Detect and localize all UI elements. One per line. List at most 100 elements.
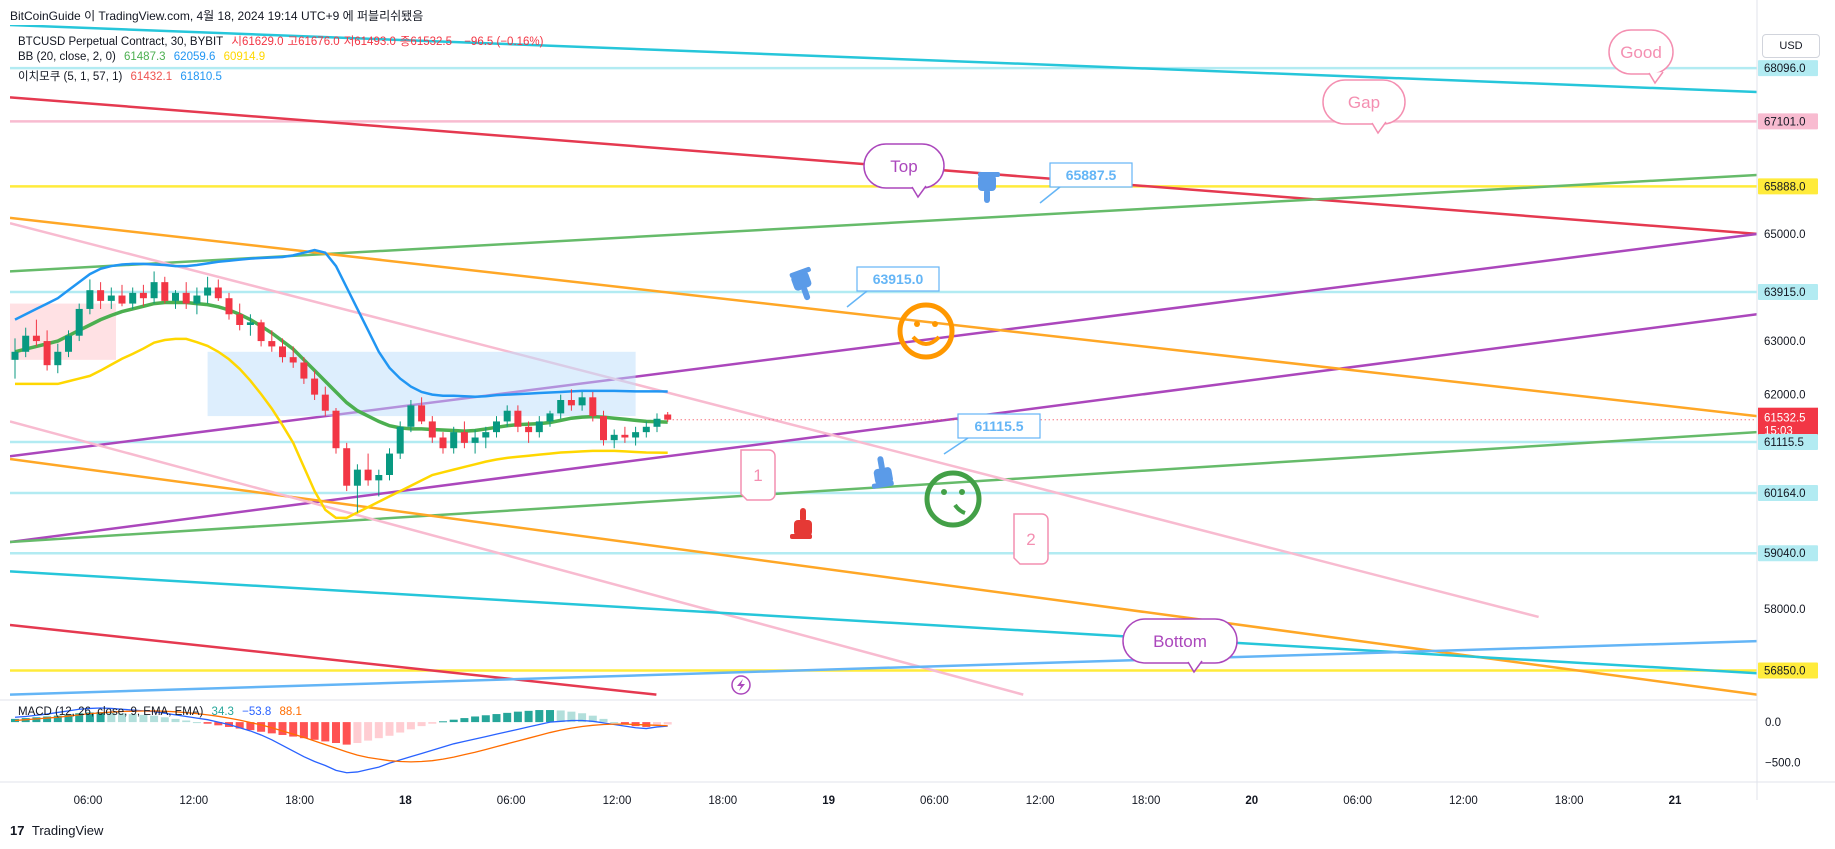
macd-histogram-bar bbox=[32, 717, 41, 723]
hand-palm bbox=[794, 520, 812, 536]
candle-body bbox=[129, 292, 137, 304]
macd-histogram-bar bbox=[214, 722, 223, 726]
tag-shape bbox=[740, 449, 776, 501]
macd-histogram-bar bbox=[353, 722, 362, 744]
candle-body bbox=[557, 400, 565, 414]
smiley-icon bbox=[924, 470, 982, 528]
candle-body bbox=[172, 292, 179, 301]
candle-body bbox=[161, 282, 169, 301]
hand-finger bbox=[984, 189, 990, 203]
candle-body bbox=[546, 413, 554, 422]
level-price-label-bg bbox=[1758, 662, 1818, 679]
price-note: 61115.5 bbox=[943, 413, 1041, 455]
bb-legend[interactable]: BB (20, close, 2, 0) 61487.3 62059.6 609… bbox=[18, 51, 270, 63]
hand-palm bbox=[978, 175, 996, 191]
bubble-shape bbox=[1322, 79, 1406, 125]
ichimoku-legend[interactable]: 이치모쿠 (5, 1, 57, 1) 61432.1 61810.5 bbox=[18, 68, 227, 84]
candle-body bbox=[482, 432, 490, 438]
candle-body bbox=[407, 405, 415, 427]
macd-histogram-bar bbox=[182, 720, 191, 723]
candle-body bbox=[257, 322, 265, 342]
time-axis-tick: 21 bbox=[1669, 795, 1682, 807]
macd-legend[interactable]: MACD (12, 26, close, 9, EMA, EMA) 34.3 −… bbox=[18, 706, 307, 718]
hand-finger bbox=[801, 286, 811, 301]
macd-histogram-bar bbox=[139, 714, 148, 723]
macd-histogram-bar bbox=[75, 713, 84, 723]
level-price-label: 63915.0 bbox=[1764, 287, 1806, 299]
ohlc-high: 고61676.0 bbox=[287, 36, 340, 48]
macd-histogram-bar bbox=[332, 722, 340, 744]
bb-value-basis: 61487.3 bbox=[124, 51, 166, 63]
macd-histogram-bar bbox=[96, 712, 105, 723]
tradingview-footer[interactable]: 17 TradingView bbox=[10, 823, 103, 838]
symbol-title: BTCUSD Perpetual Contract, 30, BYBIT bbox=[18, 36, 224, 48]
level-price-label-bg bbox=[1758, 434, 1818, 451]
macd-histogram-bar bbox=[396, 722, 405, 733]
ichimoku-label: 이치모쿠 (5, 1, 57, 1) bbox=[18, 71, 123, 83]
candle-body bbox=[279, 346, 286, 358]
macd-histogram-bar bbox=[524, 710, 533, 723]
ichimoku-value-a: 61432.1 bbox=[130, 71, 173, 83]
macd-histogram-bar bbox=[439, 721, 447, 723]
macd-histogram-bar bbox=[171, 718, 180, 723]
level-price-label-bg bbox=[1758, 178, 1818, 195]
candle-body bbox=[86, 290, 94, 309]
macd-histogram-bar bbox=[588, 715, 597, 723]
hand-cuff bbox=[978, 172, 1000, 177]
candle-body bbox=[589, 397, 597, 417]
currency-button[interactable]: USD bbox=[1762, 34, 1820, 58]
bubble-shape bbox=[863, 143, 945, 189]
macd-histogram-bar bbox=[246, 722, 255, 731]
macd-histogram-bar bbox=[578, 713, 587, 723]
bubble-tail bbox=[911, 185, 927, 199]
note-text: 65887.5 bbox=[1066, 167, 1117, 183]
candle-body bbox=[300, 362, 308, 379]
price-note: 65887.5 bbox=[1039, 162, 1133, 204]
macd-histogram-bar bbox=[492, 714, 501, 723]
macd-histogram-bar bbox=[64, 714, 73, 723]
candle-body bbox=[364, 469, 372, 481]
bb-line bbox=[14, 248, 668, 399]
candle-body bbox=[621, 434, 629, 438]
publisher-name[interactable]: BitCoinGuide bbox=[10, 9, 81, 23]
bubble-text: Top bbox=[890, 157, 917, 176]
macd-histogram-bar bbox=[513, 711, 522, 723]
candle-body bbox=[139, 292, 147, 299]
candle-body bbox=[493, 421, 500, 433]
level-price-label: 59040.0 bbox=[1764, 548, 1806, 560]
bb-value-upper: 62059.6 bbox=[173, 51, 216, 63]
candle-body bbox=[107, 295, 115, 301]
macd-histogram-bar bbox=[556, 710, 565, 723]
hand-finger bbox=[800, 508, 806, 522]
macd-histogram-bar bbox=[460, 718, 469, 723]
trendline bbox=[10, 216, 1757, 418]
level-price-label: 67101.0 bbox=[1764, 116, 1806, 128]
smiley-face bbox=[924, 470, 982, 528]
trendline bbox=[10, 639, 1757, 696]
level-price-label: 56850.0 bbox=[1764, 666, 1806, 678]
candle-body bbox=[632, 432, 640, 438]
macd-histogram-bar bbox=[53, 715, 62, 723]
macd-value-hist: 34.3 bbox=[211, 706, 234, 718]
note-box bbox=[856, 266, 940, 292]
candle-body bbox=[642, 426, 650, 433]
number-tag: 2 bbox=[1013, 513, 1049, 565]
time-axis-tick: 06:00 bbox=[74, 795, 103, 807]
smiley-icon bbox=[897, 302, 955, 360]
macd-value-signal: 88.1 bbox=[279, 706, 302, 718]
ohlc-open: 시61629.0 bbox=[231, 36, 284, 48]
level-price-label-bg bbox=[1758, 485, 1818, 501]
symbol-legend[interactable]: BTCUSD Perpetual Contract, 30, BYBIT 시61… bbox=[18, 33, 548, 49]
candle-body bbox=[22, 335, 30, 352]
macd-histogram-bar bbox=[663, 722, 672, 725]
macd-histogram-bar bbox=[235, 722, 244, 729]
ohlc-values: 시61629.0 고61676.0 저61493.0 종61532.5 bbox=[231, 36, 456, 48]
candle-body bbox=[321, 394, 329, 411]
speech-bubble: Gap bbox=[1322, 79, 1406, 135]
candle-body bbox=[664, 414, 672, 420]
publish-info: 이 TradingView.com, 4월 18, 2024 19:14 UTC… bbox=[84, 9, 424, 23]
macd-histogram-bar bbox=[599, 718, 608, 723]
pointing-hand-icon bbox=[978, 172, 1000, 203]
candle-body bbox=[32, 335, 40, 342]
